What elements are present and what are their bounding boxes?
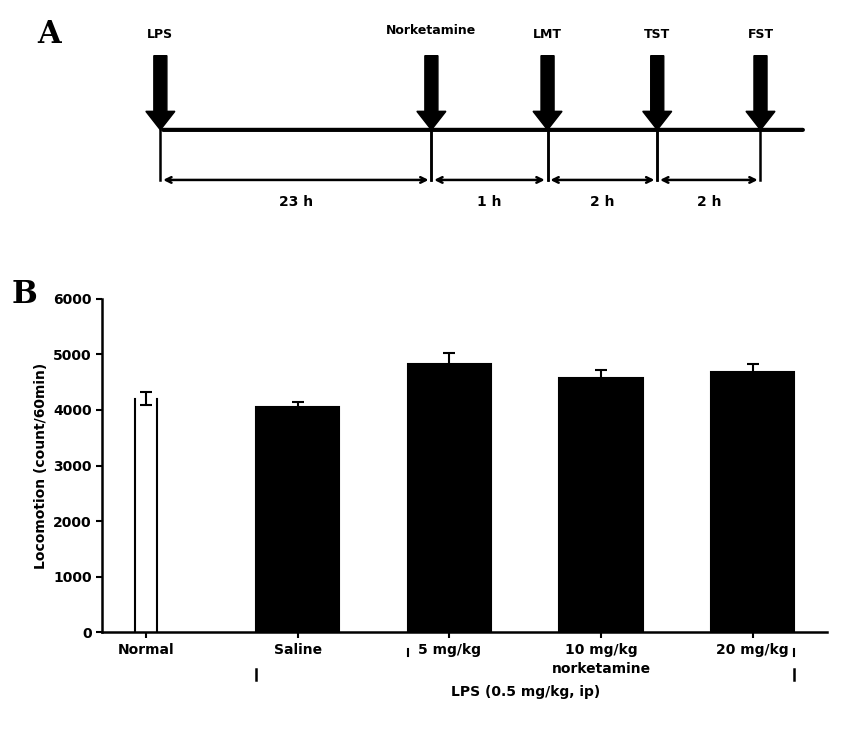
Text: 2 h: 2 h	[590, 195, 614, 209]
FancyArrow shape	[417, 56, 446, 130]
Text: B: B	[12, 278, 37, 310]
Text: 23 h: 23 h	[279, 195, 313, 209]
Text: FST: FST	[746, 28, 773, 41]
Text: A: A	[37, 19, 60, 50]
Text: 2 h: 2 h	[696, 195, 720, 209]
Text: TST: TST	[643, 28, 670, 41]
Bar	[559, 378, 642, 632]
Y-axis label: Locomotion (count/60min): Locomotion (count/60min)	[34, 362, 48, 568]
Text: LPS: LPS	[147, 28, 173, 41]
Text: 1 h: 1 h	[476, 195, 501, 209]
Bar	[256, 407, 339, 632]
Text: LPS (0.5 mg/kg, ip): LPS (0.5 mg/kg, ip)	[450, 685, 599, 699]
FancyArrow shape	[146, 56, 175, 130]
Bar	[407, 365, 491, 632]
FancyArrow shape	[532, 56, 561, 130]
Text: norketamine: norketamine	[551, 662, 650, 676]
FancyArrow shape	[746, 56, 774, 130]
FancyArrow shape	[642, 56, 671, 130]
Text: Norketamine: Norketamine	[386, 24, 476, 37]
Bar	[711, 372, 793, 632]
Text: LMT: LMT	[532, 28, 561, 41]
